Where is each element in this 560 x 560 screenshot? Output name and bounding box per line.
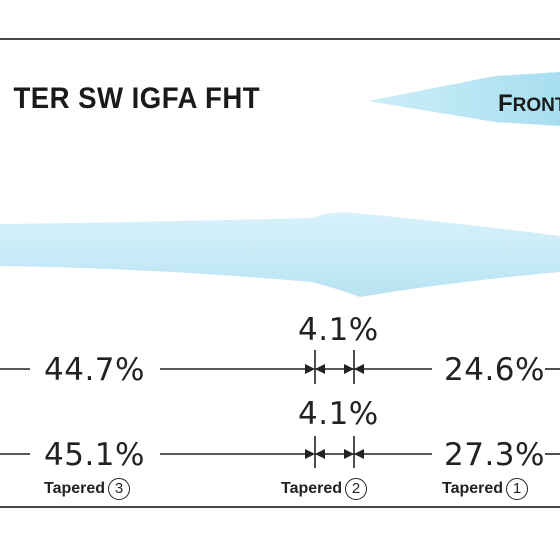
fly-line-body [0,212,560,297]
row2-mid-percent: 4.1% [298,396,379,432]
diagram-panel [0,38,560,508]
taper-text: Tapered [442,480,504,498]
row1-mid-percent: 4.1% [298,312,379,348]
product-title: TER SW IGFA FHT [0,82,300,122]
circled-number-2: 2 [345,478,368,500]
row2-dimension-lines [0,436,560,468]
taper-text: Tapered [281,480,343,498]
front-label-initial: F [498,90,513,117]
row1-left-percent: 44.7% [44,352,145,388]
tapered-3-label: Tapered 3 [44,478,131,500]
row1-right-percent: 24.6% [444,352,545,388]
front-taper-label: FRONT [498,90,560,118]
row1-dimension-lines [0,350,560,384]
circled-number-1: 1 [506,478,529,500]
row2-left-percent: 45.1% [44,437,145,473]
front-label-rest: RONT [512,95,560,116]
tapered-2-label: Tapered 2 [281,478,368,500]
product-title-text: TER SW IGFA FHT [13,82,260,115]
front-taper-wedge [368,72,560,126]
taper-text: Tapered [44,480,106,498]
row2-right-percent: 27.3% [444,437,545,473]
circled-number-3: 3 [108,478,131,500]
tapered-1-label: Tapered 1 [442,478,529,500]
